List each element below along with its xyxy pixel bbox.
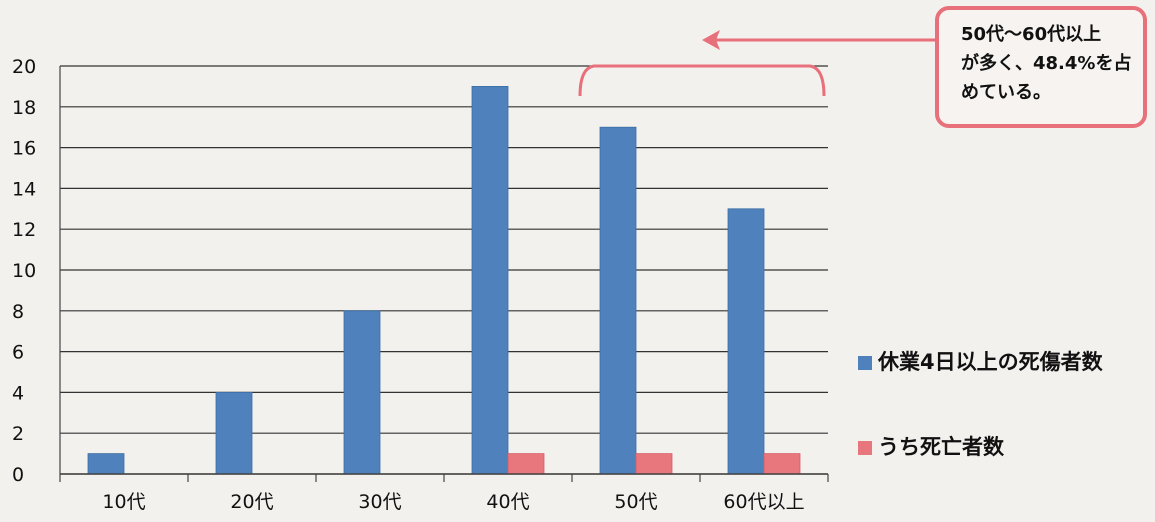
y-tick-label: 2 — [12, 423, 24, 445]
y-tick-label: 4 — [12, 382, 24, 404]
bar-injuries — [727, 208, 765, 475]
y-tick-label: 6 — [12, 342, 24, 364]
annotation-arrow-head — [702, 30, 720, 50]
annotation-callout: 50代～60代以上 が多く、48.4%を占 めている。 — [935, 6, 1147, 128]
bar-deaths — [635, 453, 673, 475]
legend-swatch-injuries — [858, 356, 872, 370]
bar-deaths — [507, 453, 545, 475]
y-tick-label: 8 — [12, 301, 24, 323]
legend-swatch-deaths — [858, 441, 872, 455]
y-tick-label: 12 — [12, 219, 36, 241]
legend-label-deaths: うち死亡者数 — [878, 435, 1004, 459]
bar-injuries — [599, 126, 637, 475]
y-tick-label: 0 — [12, 464, 24, 486]
y-tick-label: 16 — [12, 138, 36, 160]
x-tick-label: 10代 — [102, 491, 145, 513]
x-tick-label: 20代 — [230, 491, 273, 513]
annotation-line-2: が多く、48.4%を占 — [961, 53, 1132, 74]
legend-item-injuries: 休業4日以上の死傷者数 — [858, 346, 1103, 376]
legend-label-injuries: 休業4日以上の死傷者数 — [878, 350, 1103, 374]
annotation-line-1: 50代～60代以上 — [961, 24, 1102, 45]
bar-deaths — [763, 453, 801, 475]
bar-injuries — [471, 86, 509, 475]
x-tick-label: 60代以上 — [723, 491, 804, 513]
y-tick-label: 10 — [12, 260, 36, 282]
bar-injuries — [215, 391, 253, 475]
legend-item-deaths: うち死亡者数 — [858, 431, 1004, 461]
y-tick-label: 20 — [12, 56, 36, 78]
bar-injuries — [87, 453, 125, 475]
annotation-line-3: めている。 — [961, 82, 1051, 103]
annotation-bracket — [578, 64, 826, 97]
x-tick-label: 30代 — [358, 491, 401, 513]
x-tick-label: 50代 — [614, 491, 657, 513]
x-tick-label: 40代 — [486, 491, 529, 513]
bar-injuries — [343, 310, 381, 475]
y-tick-label: 14 — [12, 178, 36, 200]
y-tick-label: 18 — [12, 97, 36, 119]
